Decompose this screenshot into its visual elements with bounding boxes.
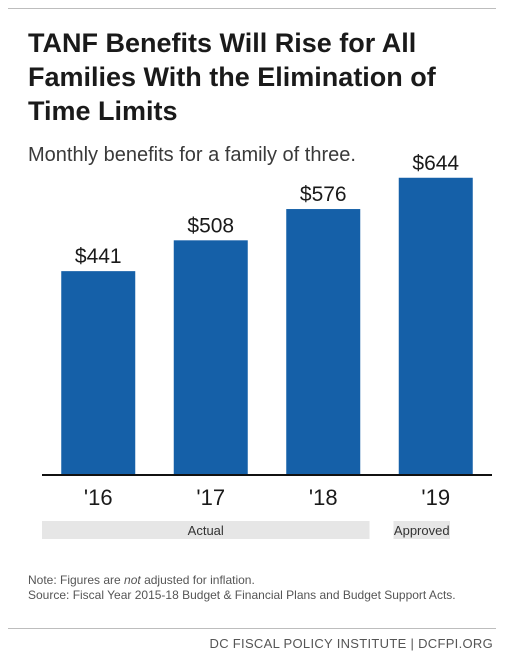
source-note: Source: Fiscal Year 2015-18 Budget & Fin… (28, 588, 456, 602)
footer-credit: DC FISCAL POLICY INSTITUTE | DCFPI.ORG (209, 636, 493, 651)
top-divider (8, 8, 496, 9)
bar-1 (173, 240, 248, 474)
group-label-0: Actual (188, 523, 224, 538)
value-label-1: $508 (187, 214, 234, 237)
value-label-2: $576 (300, 183, 347, 206)
inflation-note: Note: Figures are not adjusted for infla… (28, 573, 255, 587)
chart-title: TANF Benefits Will Rise for All Families… (28, 28, 436, 126)
chart-notes: Note: Figures are not adjusted for infla… (28, 573, 456, 603)
x-tick-label-2: '18 (309, 485, 338, 510)
bar-3 (398, 177, 473, 474)
group-band-0 (42, 521, 370, 539)
group-band-1 (393, 521, 450, 539)
chart-subtitle: Monthly benefits for a family of three. (28, 144, 356, 166)
x-tick-label-3: '19 (421, 485, 450, 510)
bar-2 (286, 209, 361, 475)
x-tick-label-0: '16 (84, 485, 113, 510)
bottom-divider (8, 628, 496, 629)
x-tick-label-1: '17 (196, 485, 225, 510)
value-label-3: $644 (412, 152, 459, 175)
value-label-0: $441 (75, 245, 122, 268)
bar-chart: $441 '16 $508 '17 $576 '18 $644 '19 Actual Approv… (42, 152, 492, 539)
bar-0 (61, 271, 136, 474)
group-label-1: Approved (394, 523, 450, 538)
